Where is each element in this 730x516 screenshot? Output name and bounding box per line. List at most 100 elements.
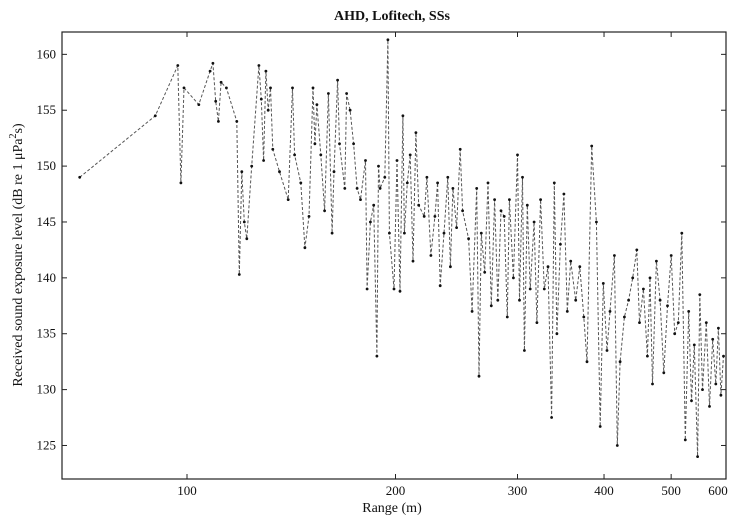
- y-axis-label-superscript: 2: [8, 133, 19, 138]
- data-point: [658, 298, 662, 302]
- data-point: [516, 153, 519, 157]
- data-point: [323, 209, 326, 213]
- data-point: [438, 284, 442, 288]
- data-point: [578, 265, 582, 269]
- data-point: [512, 276, 515, 280]
- data-point: [405, 181, 409, 185]
- data-point: [496, 298, 500, 302]
- data-point: [303, 246, 307, 250]
- data-point: [635, 248, 639, 252]
- data-point: [446, 175, 450, 179]
- data-point: [411, 259, 415, 263]
- data-point: [499, 209, 503, 213]
- data-point: [345, 92, 348, 95]
- y-tick-label: 150: [37, 158, 57, 173]
- data-point: [330, 231, 334, 235]
- data-point: [673, 332, 677, 336]
- data-point: [467, 237, 470, 241]
- data-point: [701, 388, 704, 391]
- data-point: [403, 231, 406, 235]
- data-point: [618, 360, 622, 364]
- data-point: [78, 175, 82, 179]
- data-point: [327, 92, 330, 95]
- data-point: [562, 192, 566, 196]
- data-point: [708, 405, 711, 408]
- data-point: [605, 349, 609, 352]
- data-point: [266, 108, 270, 112]
- y-axis-label: Received sound exposure level (dB re 1 μ…: [8, 123, 26, 387]
- data-point: [704, 321, 708, 324]
- data-point: [291, 86, 294, 90]
- data-point: [601, 282, 605, 285]
- data-point: [352, 142, 355, 146]
- data-point: [176, 64, 180, 67]
- x-tick-label: 100: [177, 483, 197, 498]
- data-point: [219, 80, 223, 84]
- plot-frame: [61, 31, 727, 480]
- x-tick-label: 400: [594, 483, 614, 498]
- data-point: [365, 287, 369, 291]
- data-point: [666, 304, 669, 308]
- data-point: [372, 203, 376, 207]
- data-point: [518, 298, 521, 302]
- data-point: [242, 220, 246, 224]
- y-tick-label: 130: [37, 382, 57, 397]
- data-point: [359, 198, 362, 202]
- data-point: [546, 265, 550, 269]
- data-point: [559, 242, 562, 246]
- data-point: [627, 298, 630, 302]
- data-point: [711, 337, 715, 341]
- data-point: [698, 293, 702, 296]
- data-point: [364, 159, 367, 162]
- data-point: [508, 198, 511, 202]
- data-point: [565, 310, 569, 313]
- data-point: [299, 181, 303, 185]
- data-point: [451, 187, 455, 190]
- data-point: [343, 187, 347, 190]
- data-point: [377, 164, 380, 168]
- data-point: [523, 349, 526, 352]
- data-point: [552, 181, 556, 185]
- data-point: [182, 86, 186, 90]
- y-tick-label: 155: [37, 102, 57, 117]
- data-point: [598, 425, 602, 428]
- y-axis: 125 130 135 140 145 150 155 160: [37, 46, 726, 452]
- data-point: [717, 326, 720, 330]
- data-point: [595, 220, 598, 224]
- data-point: [332, 170, 336, 174]
- data-point: [235, 120, 239, 123]
- data-point: [690, 399, 693, 403]
- data-point: [375, 354, 379, 358]
- data-point: [631, 276, 635, 280]
- data-point: [307, 215, 311, 218]
- data-point: [433, 215, 437, 218]
- data-point: [245, 237, 249, 241]
- data-point: [319, 153, 323, 157]
- data-point: [225, 86, 228, 90]
- data-point: [590, 144, 594, 148]
- chart-title: AHD, Lofitech, SSs: [334, 9, 450, 24]
- data-point: [642, 287, 645, 291]
- data-point: [338, 142, 341, 146]
- y-tick-label: 135: [37, 326, 57, 341]
- data-point: [153, 114, 157, 118]
- data-point: [692, 343, 696, 347]
- data-point: [313, 142, 317, 146]
- data-point: [475, 187, 479, 190]
- data-point: [477, 374, 481, 378]
- data-point: [687, 310, 691, 313]
- data-point: [483, 270, 487, 274]
- data-point: [392, 287, 396, 291]
- data-point: [662, 371, 666, 375]
- data-point: [401, 114, 405, 118]
- data-point: [648, 276, 652, 280]
- data-point: [623, 315, 626, 319]
- data-point: [493, 198, 496, 202]
- data-point: [417, 203, 421, 207]
- x-tick-label: 300: [508, 483, 528, 498]
- data-point: [259, 97, 263, 101]
- data-point: [470, 310, 474, 313]
- data-point: [398, 289, 402, 293]
- data-point: [455, 226, 458, 230]
